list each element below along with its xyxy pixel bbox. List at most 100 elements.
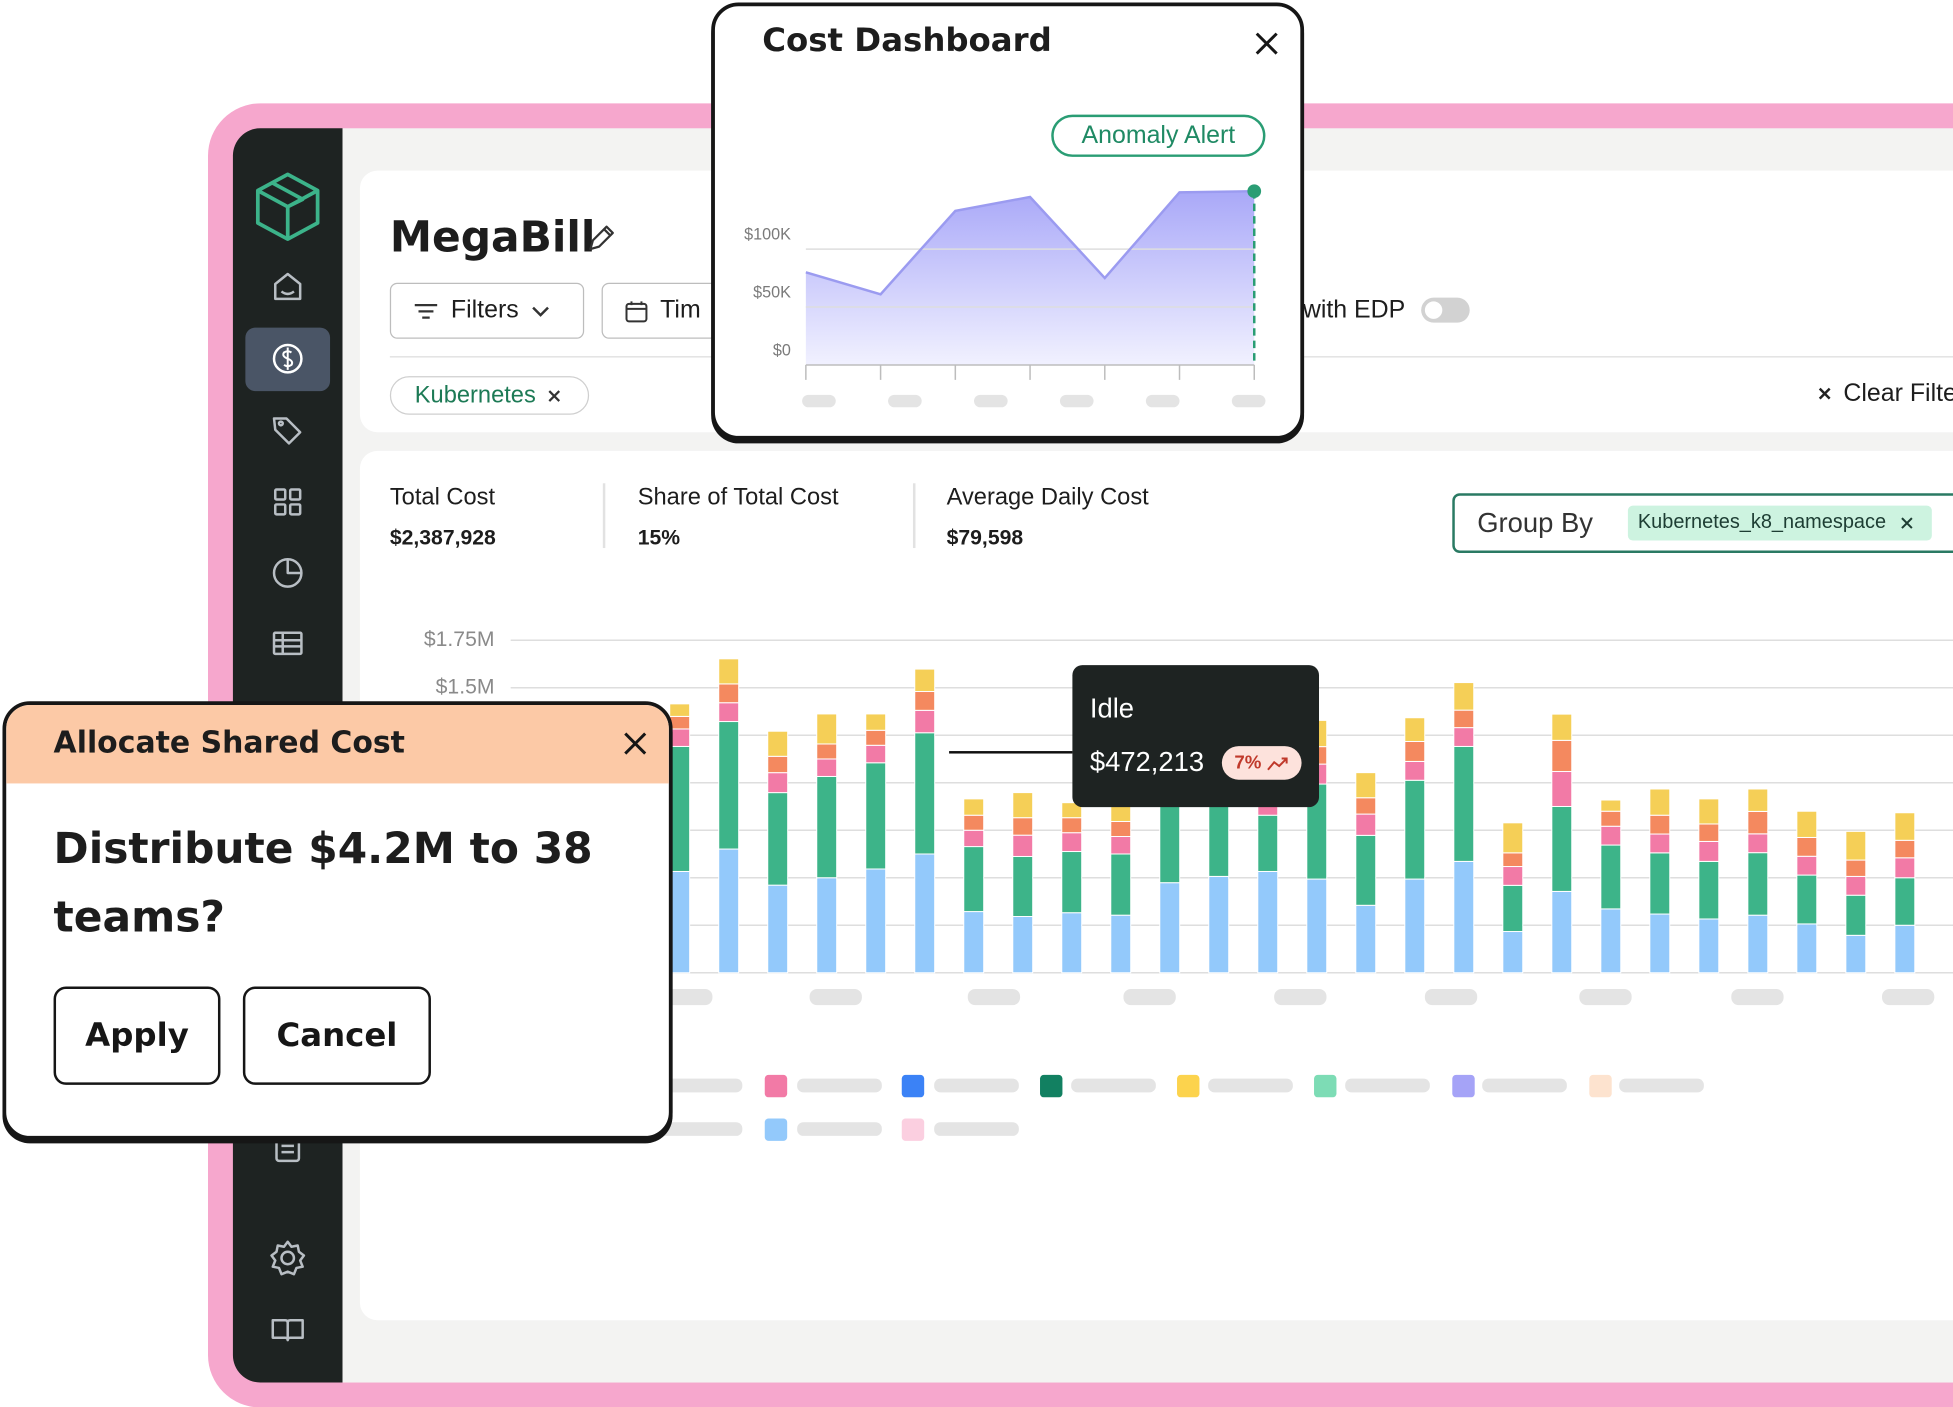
y-tick-label: $0	[773, 342, 791, 360]
bar-segment	[1796, 874, 1818, 925]
bar-segment	[1845, 859, 1867, 877]
calendar-icon	[625, 300, 648, 322]
bar-segment	[718, 848, 740, 974]
bar-segment	[914, 691, 936, 711]
bar-segment	[718, 658, 740, 685]
tag-icon[interactable]	[272, 417, 302, 445]
bar-segment	[718, 683, 740, 704]
bar-segment	[1404, 717, 1426, 742]
toggle-knob	[1424, 301, 1443, 319]
bar-segment	[1845, 830, 1867, 861]
bar-segment	[1502, 866, 1524, 886]
bar-segment	[1453, 860, 1475, 974]
bar-segment	[1012, 916, 1034, 974]
bar-segment	[1551, 739, 1573, 773]
bar-segment	[1551, 805, 1573, 892]
chip-remove[interactable]	[548, 389, 561, 402]
chip-remove[interactable]	[1901, 517, 1913, 529]
bar-segment	[1845, 875, 1867, 896]
change-badge: 7%	[1221, 746, 1302, 780]
bar-segment	[669, 745, 691, 872]
bar-segment	[1061, 912, 1083, 974]
bar-segment	[1747, 833, 1769, 854]
bar-segment	[1600, 799, 1622, 812]
bar-segment	[767, 772, 789, 794]
filter-chip[interactable]: Kubernetes	[389, 376, 590, 415]
bar-segment	[1159, 794, 1181, 884]
bar-segment	[1649, 913, 1671, 974]
area-fill	[805, 191, 1255, 365]
bar-segment	[1502, 852, 1524, 868]
chevron-icon	[532, 306, 550, 317]
grid-icon[interactable]	[274, 488, 302, 516]
bar-segment	[669, 715, 691, 730]
dialog-header	[6, 704, 669, 784]
change-value: 7%	[1234, 752, 1262, 774]
bar-segment	[1404, 760, 1426, 781]
group-by-box[interactable]	[1452, 493, 1953, 554]
bar-segment	[914, 709, 936, 734]
bar-segment	[1551, 713, 1573, 741]
group-by-chip[interactable]: Kubernetes_k8_namespace	[1627, 505, 1932, 541]
bar-segment	[767, 730, 789, 757]
book-icon[interactable]	[271, 1319, 304, 1342]
bar-segment	[1012, 792, 1034, 819]
bar-segment	[1208, 875, 1230, 974]
bar-segment	[1355, 834, 1377, 906]
marker-dot	[1247, 184, 1262, 199]
clear-filters[interactable]: Clear Filte	[1843, 379, 1953, 408]
clear-icon[interactable]	[1818, 387, 1831, 400]
stat-divider	[912, 483, 916, 549]
area-line	[805, 189, 1255, 296]
filters-button[interactable]: Filters	[389, 282, 585, 339]
bar-segment	[1355, 797, 1377, 815]
settings-icon[interactable]	[270, 1240, 306, 1276]
close-button[interactable]	[1254, 31, 1279, 56]
filters-label: Filters	[450, 296, 519, 324]
bar-segment	[1110, 914, 1132, 974]
bar-segment	[1257, 814, 1279, 872]
trend-chart: $0 $50K $100K	[744, 184, 1266, 408]
bar-segment	[1649, 788, 1671, 816]
bar-segment	[1404, 878, 1426, 974]
table-icon[interactable]	[272, 631, 303, 656]
edit-icon[interactable]	[587, 225, 614, 252]
bar-segment	[1796, 836, 1818, 857]
bar-segment	[1061, 802, 1083, 819]
bar-segment	[1796, 855, 1818, 876]
x-label-placeholders	[802, 394, 1266, 408]
cancel-button[interactable]: Cancel	[242, 986, 431, 1085]
bar-segment	[1453, 682, 1475, 711]
bar-segment	[1012, 817, 1034, 836]
bar-segment	[914, 732, 936, 855]
y-tick-label: $1.5M	[436, 675, 495, 698]
bar-segment	[1257, 870, 1279, 974]
bar-segment	[1894, 877, 1916, 926]
edp-toggle[interactable]	[1421, 297, 1470, 323]
edp-label: with EDP	[1302, 296, 1406, 324]
bar-segment	[1453, 727, 1475, 747]
bar-segment	[767, 755, 789, 774]
bar-segment	[1110, 836, 1132, 855]
pie-icon[interactable]	[272, 557, 303, 588]
bar-segment	[816, 713, 838, 745]
bar-segment	[914, 853, 936, 974]
bar-segment	[1894, 812, 1916, 841]
dialog-message: Distribute $4.2M to 38 teams?	[53, 824, 593, 943]
bar-segment	[1355, 772, 1377, 799]
bar-segment	[1796, 923, 1818, 974]
apply-button[interactable]: Apply	[53, 986, 221, 1085]
bar-segment	[1502, 884, 1524, 933]
logo	[255, 172, 320, 242]
home-icon[interactable]	[274, 272, 302, 301]
bar-segment	[1502, 931, 1524, 974]
bar-segment	[1012, 834, 1034, 857]
bar-segment	[1502, 822, 1524, 854]
legend-placeholders	[660, 1074, 1704, 1141]
bar-segment	[865, 868, 887, 974]
bar-segment	[1404, 779, 1426, 880]
bar-segment	[1453, 709, 1475, 729]
close-button[interactable]	[623, 731, 648, 756]
